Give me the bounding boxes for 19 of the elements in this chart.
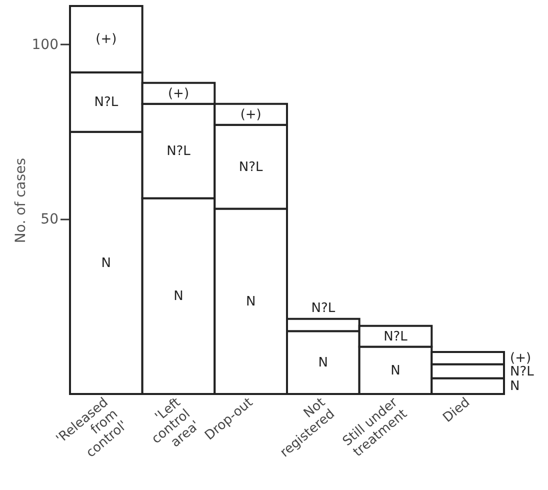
series-label: N: [510, 379, 520, 394]
text: N: [390, 363, 400, 378]
series-label: N?L: [384, 329, 408, 344]
text: N: [101, 256, 112, 271]
text: N?L: [166, 144, 190, 160]
text: N?L: [238, 160, 263, 175]
text: N: [174, 289, 184, 304]
series-label: (+): [240, 107, 262, 122]
y-tick-label: 50: [40, 212, 58, 228]
y-tick-label: 100: [32, 36, 58, 53]
text: (+): [510, 351, 532, 366]
text: N?L: [94, 95, 118, 110]
y-axis-title: No. of cases: [12, 158, 29, 244]
text: N?L: [311, 300, 336, 316]
text: N: [318, 356, 328, 371]
text: N?L: [510, 364, 534, 380]
text: N: [246, 294, 256, 310]
text: (+): [168, 86, 190, 102]
text: (+): [96, 32, 117, 48]
